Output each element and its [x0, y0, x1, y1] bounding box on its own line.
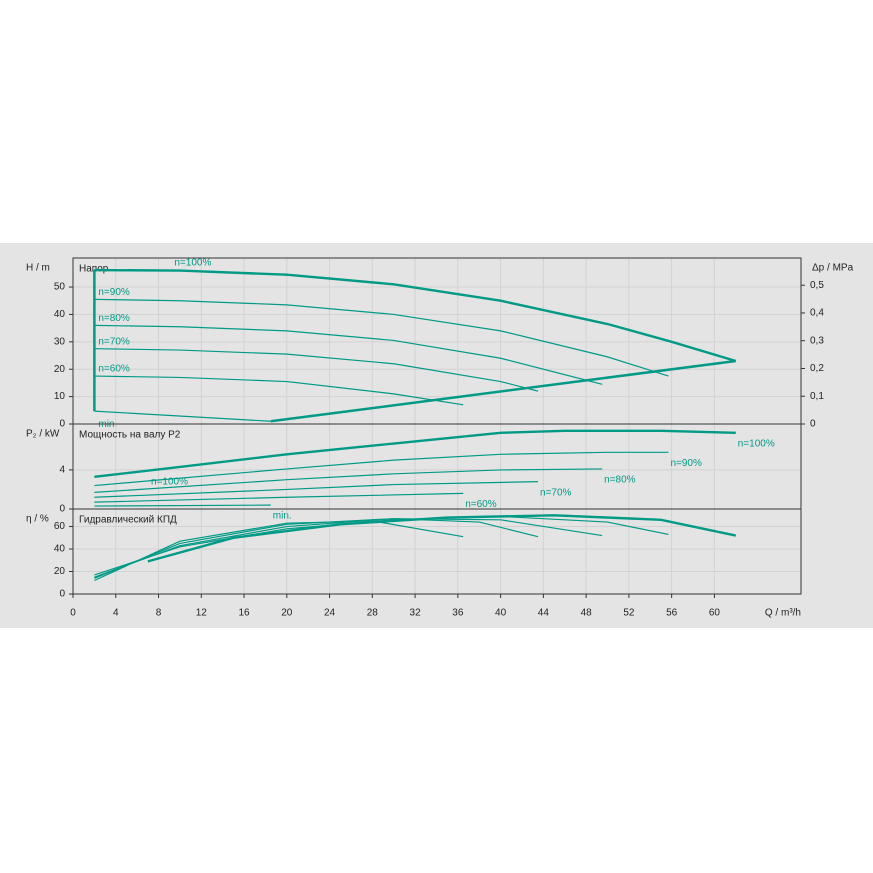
curve: [94, 492, 464, 503]
y-tick-label: 0: [59, 504, 65, 515]
curve: [94, 348, 539, 392]
curve: [94, 268, 737, 363]
y-tick-label: 4: [59, 465, 65, 476]
x-tick-label: 60: [709, 608, 721, 619]
x-tick-label: 8: [156, 608, 162, 619]
curve-label: n=60%: [98, 364, 130, 375]
panel-title: Мощность на валу P2: [79, 430, 181, 441]
y2-tick-label: 0,2: [810, 363, 824, 374]
y2-tick-label: 0,5: [810, 280, 824, 291]
boundary-line: [270, 359, 736, 423]
panel-title: Напор: [79, 264, 109, 275]
x-tick-label: 48: [581, 608, 593, 619]
x-tick-label: 16: [238, 608, 250, 619]
curve: [94, 515, 669, 576]
x-axis-label: Q / m³/h: [765, 608, 801, 619]
panel-frame: [72, 508, 802, 595]
y-tick-label: 40: [54, 309, 66, 320]
y-axis-label: P₂ / kW: [26, 429, 60, 440]
x-tick-label: 52: [623, 608, 635, 619]
curve: [94, 520, 464, 582]
curve: [94, 298, 669, 377]
curve-label: n=90%: [670, 458, 702, 469]
y-tick-label: 30: [54, 336, 66, 347]
curve: [94, 375, 464, 406]
panel-title: Гидравлический КПД: [79, 515, 177, 526]
x-tick-label: 24: [324, 608, 336, 619]
y-tick-label: 20: [54, 566, 66, 577]
curve-label: n=70%: [540, 487, 572, 498]
y-tick-label: 20: [54, 364, 66, 375]
y2-axis-label: Δp / MPa: [812, 263, 854, 274]
curve: [94, 429, 736, 478]
x-tick-label: 4: [113, 608, 119, 619]
curve: [94, 481, 539, 498]
x-tick-label: 44: [538, 608, 550, 619]
curve-label: n=80%: [604, 475, 636, 486]
curve-label: n=90%: [98, 287, 130, 298]
y-tick-label: 50: [54, 282, 66, 293]
x-tick-label: 12: [196, 608, 208, 619]
y-axis-label: η / %: [26, 514, 49, 525]
y2-tick-label: 0,3: [810, 335, 824, 346]
y-tick-label: 40: [54, 544, 66, 555]
x-tick-label: 32: [410, 608, 422, 619]
x-tick-label: 40: [495, 608, 507, 619]
curve: [94, 504, 271, 507]
y2-tick-label: 0,4: [810, 308, 824, 319]
x-tick-label: 56: [666, 608, 678, 619]
curve: [94, 324, 603, 385]
curve-label: n=100%: [174, 258, 211, 269]
y-tick-label: 10: [54, 391, 66, 402]
curve: [94, 518, 603, 578]
curve: [94, 410, 271, 422]
curve: [94, 451, 669, 487]
x-tick-label: 20: [281, 608, 293, 619]
curve-label: min.: [273, 511, 292, 522]
curve-label: n=70%: [98, 336, 130, 347]
y-tick-label: 0: [59, 589, 65, 600]
x-tick-label: 0: [70, 608, 76, 619]
y-tick-label: 60: [54, 521, 66, 532]
x-tick-label: 28: [367, 608, 379, 619]
curve: [94, 468, 603, 493]
curve-label: n=100%: [738, 438, 775, 449]
y2-tick-label: 0,1: [810, 391, 824, 402]
background: [0, 243, 873, 628]
x-tick-label: 36: [452, 608, 464, 619]
curve-label: n=80%: [98, 313, 130, 324]
annotation: n=100%: [151, 476, 188, 487]
curve-label: n=60%: [465, 499, 497, 510]
y-tick-label: 0: [59, 419, 65, 430]
y-axis-label: H / m: [26, 263, 50, 274]
y2-tick-label: 0: [810, 419, 816, 430]
